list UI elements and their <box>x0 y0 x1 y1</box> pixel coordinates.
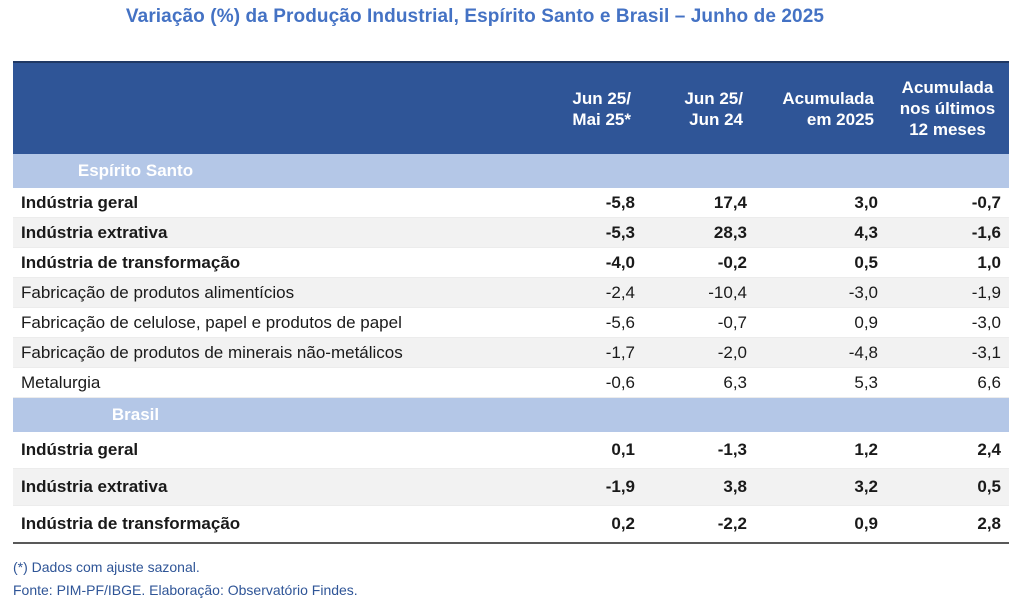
cell-value: -2,4 <box>528 277 643 308</box>
cell-value: 1,2 <box>755 432 886 469</box>
cell-value: -5,3 <box>528 217 643 248</box>
cell-value: 2,4 <box>886 432 1009 469</box>
section-row-brasil: Brasil <box>13 397 1009 432</box>
header-acumulada-2025: Acumulada em 2025 <box>755 61 886 154</box>
cell-value: -10,4 <box>643 277 755 308</box>
row-label: Fabricação de celulose, papel e produtos… <box>13 307 528 338</box>
row-label: Fabricação de produtos alimentícios <box>13 277 528 308</box>
cell-value: 2,8 <box>886 505 1009 544</box>
table-row: Indústria geral 0,1 -1,3 1,2 2,4 <box>13 432 1009 469</box>
header-jun25-jun24: Jun 25/ Jun 24 <box>643 61 755 154</box>
cell-value: 1,0 <box>886 247 1009 278</box>
table-row: Indústria extrativa -5,3 28,3 4,3 -1,6 <box>13 217 1009 248</box>
cell-value: -3,0 <box>886 307 1009 338</box>
cell-value: 5,3 <box>755 367 886 398</box>
footnote-source: Fonte: PIM-PF/IBGE. Elaboração: Observat… <box>13 582 358 598</box>
cell-value: 0,9 <box>755 505 886 544</box>
row-label: Metalurgia <box>13 367 528 398</box>
cell-value: -0,6 <box>528 367 643 398</box>
cell-value: 3,2 <box>755 468 886 506</box>
cell-value: 6,3 <box>643 367 755 398</box>
section-label: Espírito Santo <box>77 161 194 180</box>
table-row: Indústria extrativa -1,9 3,8 3,2 0,5 <box>13 468 1009 506</box>
table-row: Fabricação de celulose, papel e produtos… <box>13 307 1009 338</box>
header-line: Jun 25/ <box>684 88 743 108</box>
cell-value: -0,7 <box>643 307 755 338</box>
cell-value: -0,7 <box>886 188 1009 218</box>
header-line: Acumulada <box>782 88 874 108</box>
cell-value: 17,4 <box>643 188 755 218</box>
header-line: Jun 25/ <box>572 88 631 108</box>
row-label: Indústria de transformação <box>13 247 528 278</box>
row-label: Indústria geral <box>13 432 528 469</box>
header-acumulada-12m: Acumulada nos últimos 12 meses <box>886 61 1009 154</box>
cell-value: -1,9 <box>886 277 1009 308</box>
cell-value: -3,1 <box>886 337 1009 368</box>
cell-value: -2,0 <box>643 337 755 368</box>
cell-value: -4,8 <box>755 337 886 368</box>
table-row: Indústria geral -5,8 17,4 3,0 -0,7 <box>13 188 1009 218</box>
cell-value: 0,1 <box>528 432 643 469</box>
row-label: Indústria extrativa <box>13 468 528 506</box>
cell-value: -5,6 <box>528 307 643 338</box>
table-row: Fabricação de produtos de minerais não-m… <box>13 337 1009 368</box>
table-row: Indústria de transformação -4,0 -0,2 0,5… <box>13 247 1009 278</box>
footnote-seasonal: (*) Dados com ajuste sazonal. <box>13 559 200 575</box>
production-table: Jun 25/ Mai 25* Jun 25/ Jun 24 Acumulada… <box>13 61 1009 544</box>
cell-value: -0,2 <box>643 247 755 278</box>
cell-value: -2,2 <box>643 505 755 544</box>
table-title: Variação (%) da Produção Industrial, Esp… <box>125 6 825 27</box>
cell-value: -1,3 <box>643 432 755 469</box>
cell-value: 28,3 <box>643 217 755 248</box>
cell-value: -5,8 <box>528 188 643 218</box>
cell-value: 0,5 <box>886 468 1009 506</box>
row-label: Indústria geral <box>13 188 528 218</box>
row-label: Indústria de transformação <box>13 505 528 544</box>
header-line: Acumulada <box>901 78 994 97</box>
row-label: Indústria extrativa <box>13 217 528 248</box>
row-label: Fabricação de produtos de minerais não-m… <box>13 337 528 368</box>
header-line: nos últimos <box>899 99 996 118</box>
header-line: em 2025 <box>806 109 874 129</box>
cell-value: 0,9 <box>755 307 886 338</box>
header-jun25-mai25: Jun 25/ Mai 25* <box>528 61 643 154</box>
cell-value: -3,0 <box>755 277 886 308</box>
cell-value: 0,2 <box>528 505 643 544</box>
cell-value: -4,0 <box>528 247 643 278</box>
header-blank <box>13 61 528 154</box>
section-row-espirito-santo: Espírito Santo <box>13 154 1009 188</box>
table-row: Metalurgia -0,6 6,3 5,3 6,6 <box>13 367 1009 398</box>
cell-value: 0,5 <box>755 247 886 278</box>
cell-value: 6,6 <box>886 367 1009 398</box>
cell-value: 3,8 <box>643 468 755 506</box>
cell-value: 4,3 <box>755 217 886 248</box>
header-line: 12 meses <box>909 120 986 139</box>
header-line: Mai 25* <box>572 109 631 129</box>
table-row: Fabricação de produtos alimentícios -2,4… <box>13 277 1009 308</box>
header-row: Jun 25/ Mai 25* Jun 25/ Jun 24 Acumulada… <box>13 61 1009 154</box>
cell-value: -1,7 <box>528 337 643 368</box>
header-line: Jun 24 <box>689 109 743 129</box>
table-row: Indústria de transformação 0,2 -2,2 0,9 … <box>13 505 1009 544</box>
section-label: Brasil <box>111 405 160 424</box>
cell-value: -1,9 <box>528 468 643 506</box>
cell-value: -1,6 <box>886 217 1009 248</box>
cell-value: 3,0 <box>755 188 886 218</box>
